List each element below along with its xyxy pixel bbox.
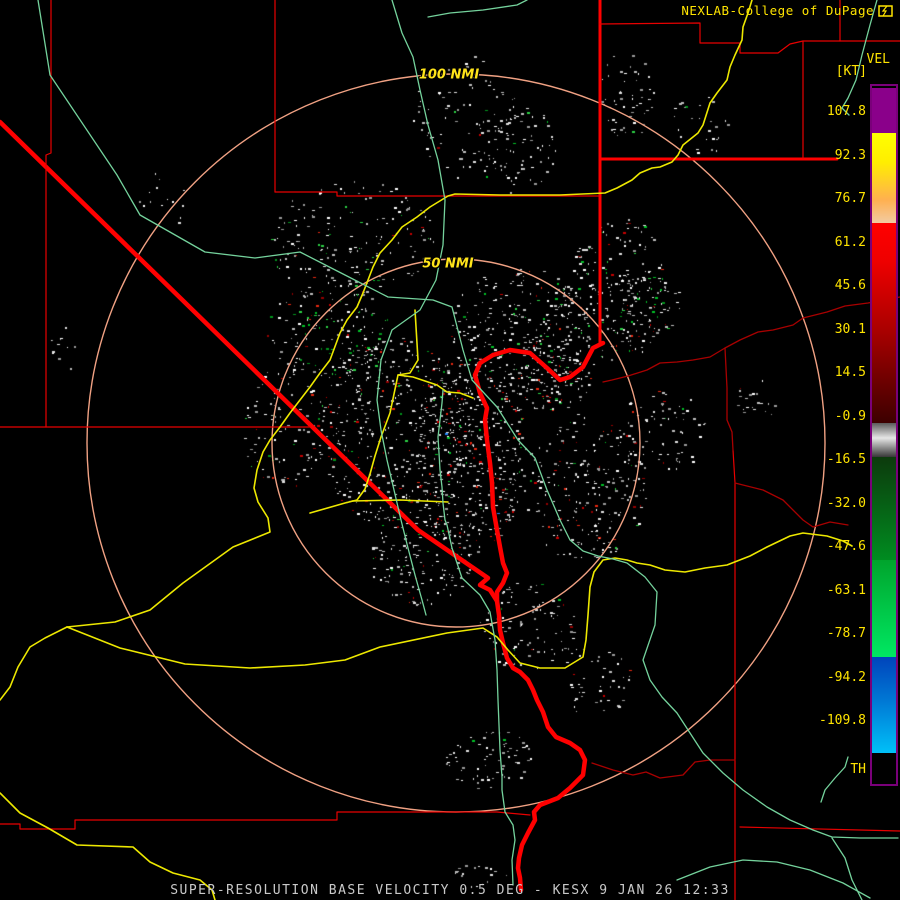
map-line-creek-th-green [820, 756, 849, 803]
site-credit-text: NEXLAB-College of DuPage [681, 3, 874, 18]
map-line-state-border-diagonal [0, 119, 500, 604]
colorbar-tick: TH [850, 762, 866, 777]
map-line-road-horizontal-bit [351, 499, 449, 503]
colorbar-segment [872, 162, 896, 200]
map-line-road-bottom-spur [0, 792, 216, 900]
map-line-creek-ne-green [841, 0, 878, 116]
map-line-river-se-branch-green [831, 837, 863, 900]
colorbar-tick: -109.8 [819, 713, 866, 728]
map-line-county-se-diagonal [734, 482, 849, 528]
colorbar-segment [872, 560, 896, 657]
map-line-river-s-corner-green [676, 859, 871, 899]
map-line-county-se-horizontal [739, 826, 900, 832]
colorbar-tick: -78.7 [826, 626, 866, 641]
map-line-county-se-vertical [732, 449, 736, 900]
map-line-highway-sw-branch [0, 626, 68, 701]
colorbar-tick: 107.8 [826, 104, 866, 119]
cod-logo-icon [878, 4, 893, 17]
map-line-river-center-green [437, 389, 516, 886]
map-line-road-river-spur [397, 374, 474, 399]
colorbar-segment [872, 753, 896, 782]
colorbar-tick: 45.6 [834, 278, 866, 293]
map-line-river-ne-branch [724, 347, 734, 451]
colorbar-tick: 14.5 [834, 365, 866, 380]
map-line-county-ne-stepped [599, 22, 900, 54]
map-line-county-s-horizontal [0, 811, 531, 830]
colorbar-gradient [872, 86, 896, 784]
colorbar-segment [872, 133, 896, 162]
colorbar-segment [872, 330, 896, 423]
map-line-highway-south [66, 532, 853, 669]
map-line-creek-ne-top-green [427, 0, 528, 18]
product-title: SUPER-RESOLUTION BASE VELOCITY 0.5 DEG -… [170, 883, 730, 898]
colorbar-segment [872, 88, 896, 133]
map-line-highway-ne [66, 0, 753, 628]
range-ring [271, 258, 641, 628]
map-line-colorado-river-border [472, 340, 606, 893]
site-credit: NEXLAB-College of DuPage [681, 3, 893, 18]
range-ring [86, 73, 826, 813]
map-line-river-nw-green [37, 0, 899, 839]
colorbar-tick: -63.1 [826, 583, 866, 598]
colorbar-tick: 30.1 [834, 322, 866, 337]
map-line-county-n-horizontal [274, 191, 600, 197]
map-line-road-valley [309, 309, 419, 514]
colorbar-product-label: VEL [866, 52, 890, 67]
map-line-county-s-wiggle [591, 759, 736, 779]
colorbar-segment [872, 700, 896, 753]
colorbar-unit-label: [KT] [835, 64, 867, 79]
colorbar-tick: 76.7 [834, 191, 866, 206]
colorbar-segment [872, 262, 896, 330]
colorbar-tick: -16.5 [826, 452, 866, 467]
range-ring-label: 50 NMI [422, 256, 474, 272]
colorbar-tick: -0.9 [834, 409, 866, 424]
colorbar-tick: -32.0 [826, 496, 866, 511]
map-line-river-ne-dim [602, 296, 900, 383]
colorbar-segment [872, 223, 896, 262]
colorbar-tick: 92.3 [834, 148, 866, 163]
range-ring-label: 100 NMI [418, 67, 480, 83]
colorbar-segment [872, 438, 896, 457]
colorbar-segment [872, 657, 896, 700]
colorbar-tick: 61.2 [834, 235, 866, 250]
map-line-river-west-green [376, 0, 446, 616]
colorbar-segment [872, 423, 896, 438]
colorbar-tick: -94.2 [826, 670, 866, 685]
velocity-colorbar [870, 84, 898, 786]
colorbar-segment [872, 200, 896, 223]
colorbar-tick: -47.6 [826, 539, 866, 554]
colorbar-segment [872, 457, 896, 560]
